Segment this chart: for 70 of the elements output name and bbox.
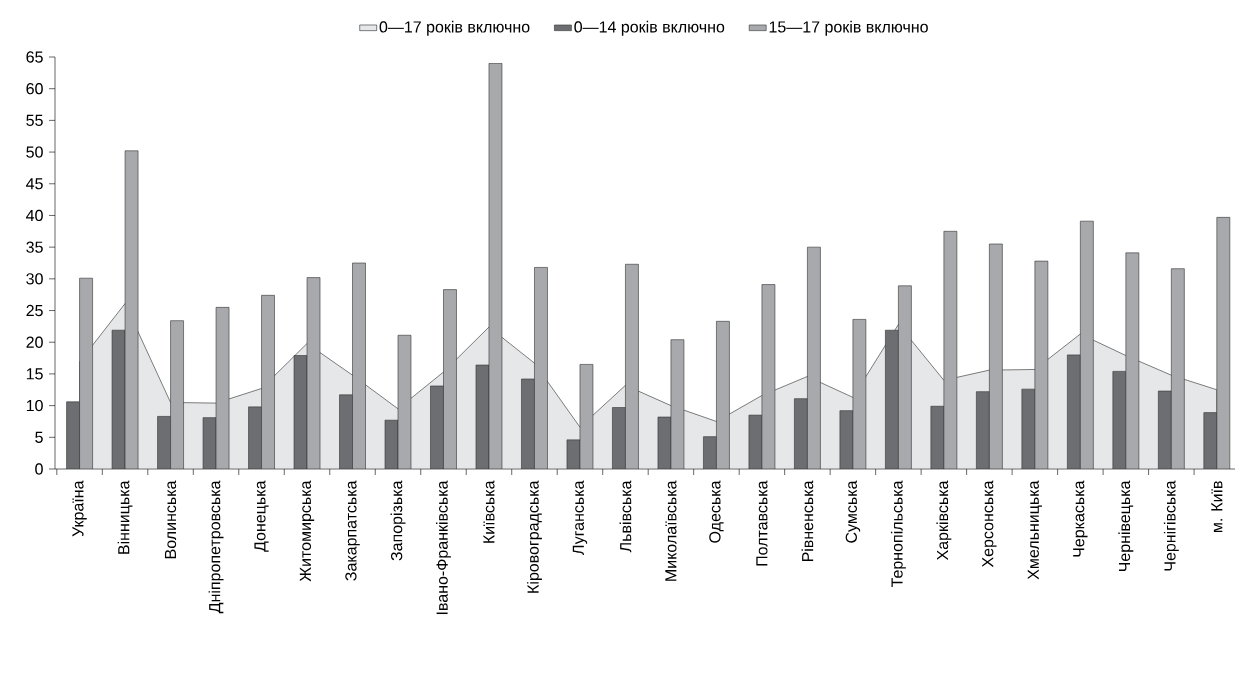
y-tick-label: 65 xyxy=(26,51,43,63)
bar xyxy=(794,398,808,469)
bar xyxy=(1203,412,1218,469)
x-tick-label: Київська xyxy=(483,480,495,543)
bar xyxy=(1158,390,1172,469)
x-tick-label: Сумська xyxy=(845,480,861,543)
x-tick-label: Харківська xyxy=(936,480,952,561)
bar xyxy=(807,246,821,469)
y-tick-label: 15 xyxy=(26,368,43,380)
x-tick-label: Івано-Франківська xyxy=(436,480,451,615)
bar xyxy=(612,407,626,469)
bar xyxy=(534,267,548,469)
bar xyxy=(261,295,275,469)
bar xyxy=(352,262,366,469)
x-tick-label: м. Київ xyxy=(1211,481,1223,532)
y-tick-label: 25 xyxy=(26,304,43,317)
bar xyxy=(625,263,639,469)
x-tick-label: Львівська xyxy=(619,480,632,553)
x-tick-label: Черкаська xyxy=(1073,480,1088,557)
y-tick-label: 20 xyxy=(26,336,43,348)
bar xyxy=(170,320,184,469)
x-tick-label: Рівненська xyxy=(801,480,814,562)
bar xyxy=(716,321,730,469)
x-tick-label: Миколаївська xyxy=(665,480,677,581)
x-tick-label: Чернігівська xyxy=(1163,480,1179,571)
bar xyxy=(976,391,990,469)
bar xyxy=(1067,354,1081,469)
x-tick-label: Житомирська xyxy=(299,480,315,582)
x-tick-label: Волинська xyxy=(164,480,177,559)
bar xyxy=(898,285,912,469)
bar xyxy=(430,385,444,469)
y-tick-label: 35 xyxy=(26,241,43,253)
bar xyxy=(79,277,93,469)
x-tick-label: Донецька xyxy=(254,480,269,552)
bar xyxy=(66,401,80,469)
x-tick-label: Україна xyxy=(72,480,87,537)
y-tick-label: 10 xyxy=(26,399,43,412)
bar xyxy=(1112,371,1127,469)
bar xyxy=(339,394,353,469)
y-tick-label: 40 xyxy=(26,209,43,222)
legend-label: 15—17 років включно xyxy=(769,20,928,36)
x-tick-label: Закарпатська xyxy=(345,480,360,581)
y-tick-label: 5 xyxy=(35,431,43,443)
bar xyxy=(521,378,535,469)
x-tick-label: Хмельницька xyxy=(1027,480,1042,580)
x-tick-label: Полтавська xyxy=(756,480,768,566)
bar xyxy=(1080,220,1094,469)
x-tick-label: Луганська xyxy=(572,480,588,555)
bar xyxy=(885,329,899,469)
y-tick-label: 55 xyxy=(26,114,43,126)
bar xyxy=(1125,252,1140,469)
x-tick-label: Тернопільська xyxy=(890,480,906,588)
x-tick-label: Вінницька xyxy=(117,480,133,554)
y-tick-label: 30 xyxy=(26,273,43,285)
bar xyxy=(989,243,1003,469)
legend-label: 0—17 років включно xyxy=(379,20,530,36)
y-tick-label: 50 xyxy=(26,146,43,158)
y-tick-label: 0 xyxy=(35,463,43,475)
y-tick-label: 60 xyxy=(26,83,43,95)
x-tick-label: Дніпропетровська xyxy=(208,480,224,614)
x-tick-label: Кіровоградська xyxy=(527,480,542,593)
bar xyxy=(1216,217,1231,469)
x-tick-label: Запорізька xyxy=(390,480,406,561)
x-tick-label: Чернівецька xyxy=(1118,480,1134,572)
x-tick-label: Одеська xyxy=(709,480,724,543)
bar xyxy=(443,289,457,469)
y-tick-label: 45 xyxy=(26,178,43,190)
legend-label: 0—14 років включно xyxy=(574,20,725,36)
bar xyxy=(1171,268,1185,469)
x-tick-label: Херсонська xyxy=(982,480,997,568)
